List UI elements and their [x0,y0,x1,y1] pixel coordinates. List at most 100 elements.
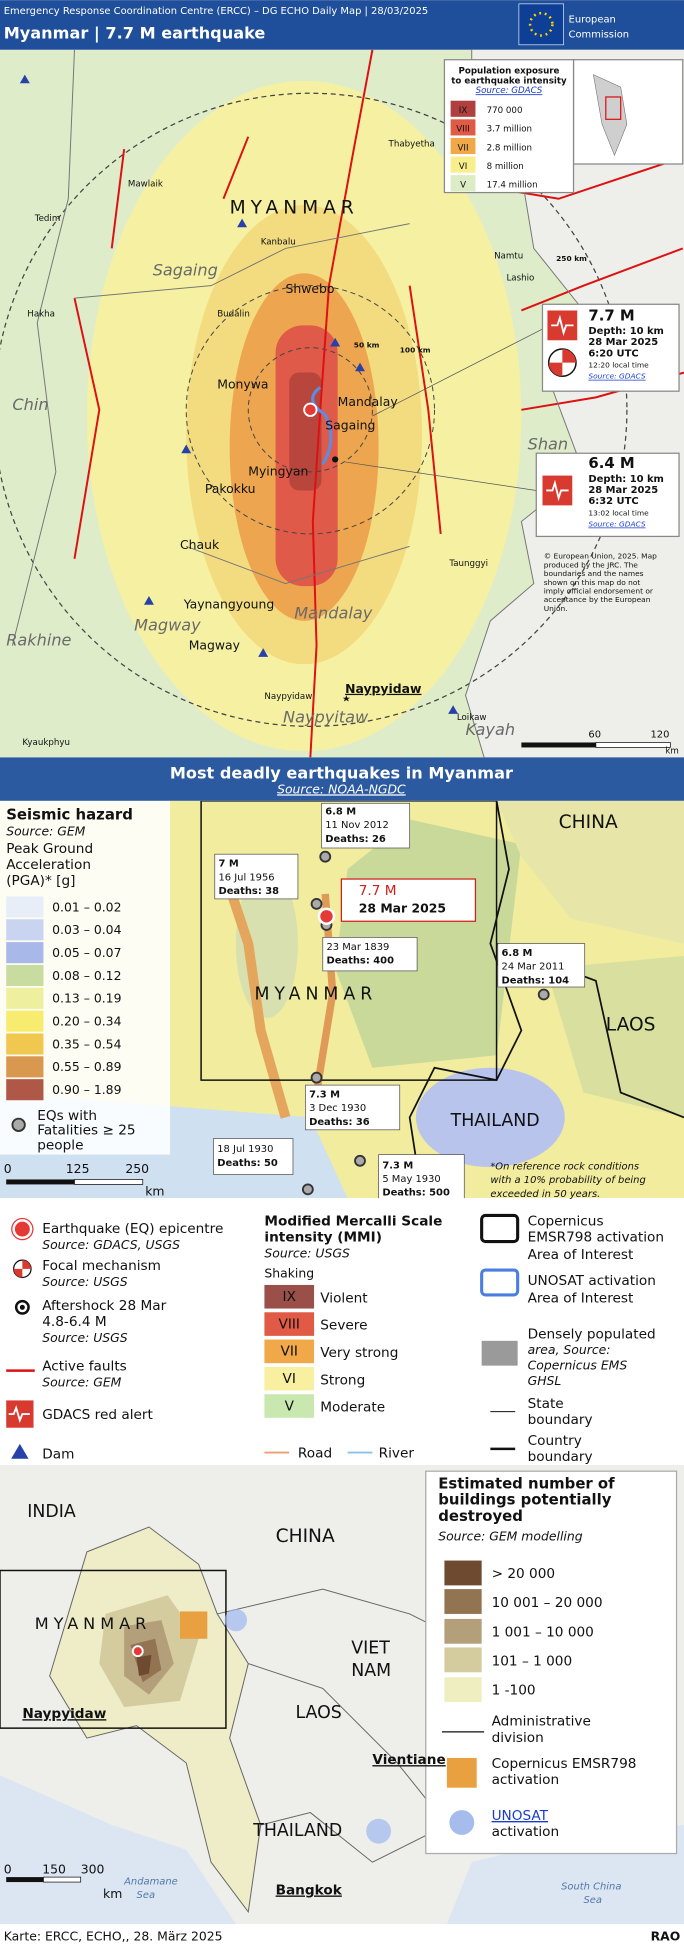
map-shape [444,1647,482,1673]
copyright: © European Union, 2025. Map [544,552,657,561]
eq-source[interactable]: Source: GDACS [588,372,645,381]
eu-stars [528,11,554,37]
eq-magnitude: 7.7 M [588,306,634,324]
map-shape [605,96,622,120]
map-shape [224,1608,248,1632]
eq-local-time: 12:20 local time [588,361,649,370]
place-label: Sea [583,1895,601,1906]
place-label: Pakokku [205,481,256,496]
map-shape [319,850,332,863]
eq-depth: Depth: 10 km [588,474,664,485]
buildings-map [0,1464,684,1925]
map-shape [214,853,299,900]
map-shape [110,148,126,249]
intensity-class: V [285,1398,295,1414]
map-shape [548,348,576,377]
map-shape [572,59,684,165]
map-shape [521,742,596,748]
intensity-class: V [460,181,466,191]
legend-label: 1 -100 [492,1683,536,1699]
legend-swatch [6,1033,44,1055]
place-label: CHINA [276,1526,335,1547]
copyright: acceptance by the European [544,595,651,604]
legend-label: 0.01 – 0.02 [52,899,121,914]
header-title: Myanmar | 7.7 M earthquake [4,24,266,44]
map-shape [595,742,671,748]
eq-date: 3 Dec 1930 [309,1103,366,1114]
map-shape [74,223,410,299]
place-label: INDIA [27,1502,76,1522]
map-shape [310,897,323,910]
legend-label: Area of Interest [528,1290,634,1306]
map-shape [144,596,154,605]
eq-time: 6:32 UTC [588,496,638,507]
exposure-value: 770 000 [487,106,523,116]
eq-magnitude: 6.8 M [325,806,356,817]
place-label: Loikaw [457,713,487,723]
place-label: Tedim [34,214,61,224]
legend-label: Aftershock 28 Mar [42,1298,166,1314]
footer-credit: Karte: ERCC, ECHO,, 28. März 2025 [4,1928,223,1943]
legend-title: intensity (MMI) [264,1230,382,1246]
region-label: Magway [134,616,201,635]
note: exceeded in 50 years. [490,1189,600,1200]
scale-label: 0 [4,1161,12,1176]
exposure-value: 2.8 million [487,143,532,153]
place-label: Kanbalu [261,238,296,248]
map-shape [342,695,351,702]
map-shape [322,937,418,972]
legend-label: Strong [320,1372,365,1388]
map-shape [450,100,476,117]
map-shape [237,218,248,228]
country-label: THAILAND [450,1111,540,1131]
scale-label: 120 [650,730,669,741]
map-shape [372,328,543,417]
map-shape [310,1071,323,1084]
legend-label: 4.8-6.4 M [42,1314,106,1330]
legend-label: Very strong [320,1345,398,1361]
eq-magnitude: 6.4 M [588,454,634,472]
legend-label: EQs with [37,1108,97,1124]
map-shape [497,943,586,988]
eq-date: 16 Jul 1956 [218,872,274,883]
legend-label: Copernicus [528,1213,604,1229]
legend-swatch [6,964,44,987]
map-shape [213,1138,294,1175]
map-shape [73,297,101,559]
country-label: MYANMAR [254,984,377,1004]
map-shape [480,1268,520,1297]
legend-label[interactable]: UNOSAT [492,1808,549,1824]
place-label: South China [561,1882,621,1893]
map-shape [180,1611,208,1639]
map-shape [19,1304,25,1310]
map-shape [6,1877,44,1883]
place-label: LAOS [295,1703,341,1723]
distance-label: 50 km [354,341,380,350]
legend-title: destroyed [438,1507,523,1525]
legend-label: 10 001 – 20 000 [492,1595,603,1611]
map-shape [415,1067,565,1168]
legend-source[interactable]: Source: GDACS [476,86,543,96]
place-label: Myingyan [248,464,308,479]
map-shape [185,285,435,535]
scale-label: 300 [81,1861,105,1876]
legend-source: Source: GEM modelling [438,1529,582,1544]
place-label: Yaynangyoung [183,596,275,611]
place-label: Mandalay [338,394,398,409]
legend-label: UNOSAT activation [528,1273,656,1289]
map-shape [74,1179,144,1185]
place-label: Naypyidaw [22,1706,106,1722]
place-label: Shwebo [286,281,335,296]
country-label: LAOS [606,1014,656,1035]
map-shape [11,850,550,1196]
map-shape [465,49,684,758]
map-shape [537,988,550,1001]
note: with a 10% probability of being [490,1175,645,1186]
map-shape [408,285,442,535]
map-shape [481,1340,518,1366]
eq-source[interactable]: Source: GDACS [588,519,645,528]
eq-magnitude: 7.3 M [382,1160,413,1171]
map-shape [264,1366,315,1391]
copyright: imply official endorsement or [544,587,654,596]
